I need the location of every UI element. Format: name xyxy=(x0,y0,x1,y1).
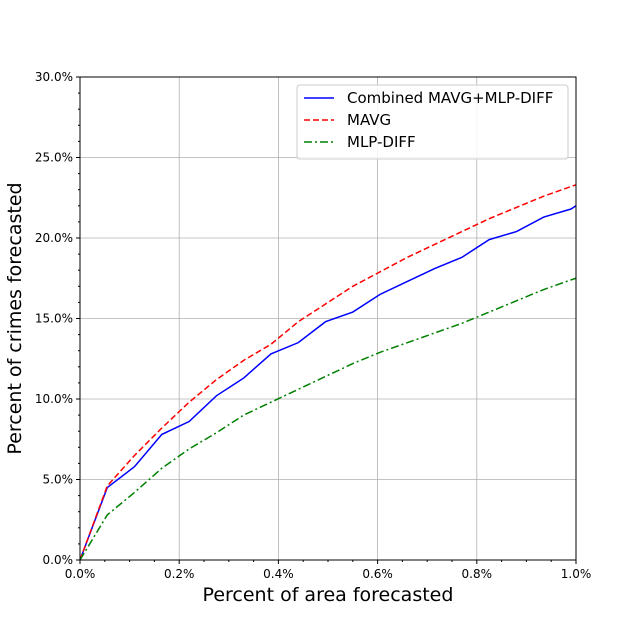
x-tick-label: 0.8% xyxy=(462,567,493,581)
series-line-mlp-diff xyxy=(79,277,577,561)
x-tick-label: 1.0% xyxy=(561,567,592,581)
y-tick-label: 5.0% xyxy=(43,473,74,487)
legend-items: Combined MAVG+MLP-DIFF MAVG MLP-DIFF xyxy=(304,89,553,151)
series-lines xyxy=(79,184,577,561)
x-tick-label: 0.0% xyxy=(65,567,96,581)
x-axis-label: Percent of area forecasted xyxy=(203,584,454,606)
x-tick-label: 0.2% xyxy=(164,567,195,581)
x-tick-label: 0.6% xyxy=(362,567,393,581)
y-tick-label: 20.0% xyxy=(35,231,73,245)
legend: Combined MAVG+MLP-DIFF MAVG MLP-DIFF xyxy=(296,84,569,160)
legend-label: MLP-DIFF xyxy=(347,133,416,151)
series-line-mavg xyxy=(79,184,577,561)
y-tick-label: 0.0% xyxy=(43,553,74,567)
legend-label: MAVG xyxy=(347,111,391,129)
y-tick-label: 15.0% xyxy=(35,312,73,326)
series-line-combined-mavg-mlp-diff xyxy=(79,205,577,561)
y-tick-label: 30.0% xyxy=(35,70,73,84)
y-tick-label: 10.0% xyxy=(35,392,73,406)
x-tick-label: 0.4% xyxy=(263,567,294,581)
legend-box xyxy=(296,84,569,160)
y-axis-label: Percent of crimes forecasted xyxy=(4,182,26,454)
ticks: 0.0% 0.2% 0.4% 0.6% 0.8% 1.0% 0.0% 5.0% 10.0% 15.… xyxy=(35,70,591,581)
legend-label: Combined MAVG+MLP-DIFF xyxy=(347,89,553,107)
y-tick-label: 25.0% xyxy=(35,151,73,165)
